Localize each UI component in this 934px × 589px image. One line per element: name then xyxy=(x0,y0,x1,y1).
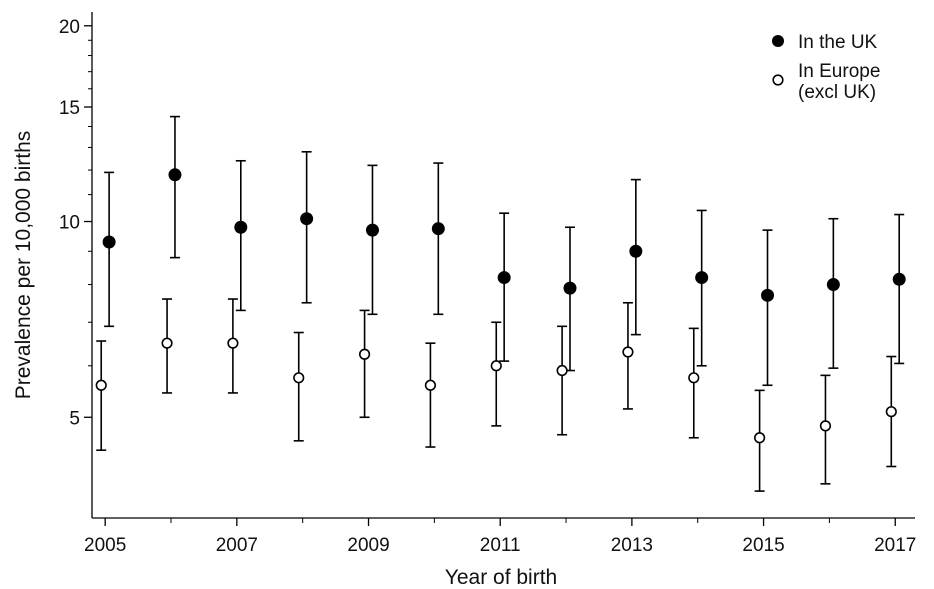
europe-point-group xyxy=(556,325,568,436)
europe-data-point xyxy=(490,360,502,372)
y-tick-label: 20 xyxy=(59,17,80,38)
uk-point-group xyxy=(300,151,314,304)
y-tick-label: 5 xyxy=(69,408,80,429)
uk-point-group xyxy=(168,115,182,259)
europe-point-group xyxy=(227,298,239,394)
x-axis-title: Year of birth xyxy=(445,566,557,589)
uk-point-group xyxy=(365,164,379,316)
uk-point-group xyxy=(431,162,445,316)
y-axis-title: Prevalence per 10,000 births xyxy=(12,131,35,400)
europe-point-group xyxy=(358,309,371,419)
europe-point-group xyxy=(490,321,502,427)
uk-point-group xyxy=(234,159,248,312)
legend-label: In Europe (excl UK) xyxy=(798,61,880,103)
europe-data-point xyxy=(227,337,239,349)
europe-point-group xyxy=(161,298,173,394)
x-tick-label: 2011 xyxy=(480,535,521,556)
uk-data-point xyxy=(431,222,445,236)
europe-data-point xyxy=(95,379,107,391)
uk-point-group xyxy=(826,217,840,369)
uk-data-point xyxy=(168,168,182,182)
axes: 5 10 15 20 2005 2007 2009 2011 2013 2015 2017 xyxy=(59,12,916,556)
uk-data-point xyxy=(563,281,577,295)
x-tick-label: 2007 xyxy=(216,535,258,556)
europe-point-group xyxy=(819,374,832,485)
uk-point-group xyxy=(102,171,116,328)
europe-data-point xyxy=(885,406,897,418)
legend-marker-europe xyxy=(772,74,784,86)
europe-data-point xyxy=(556,364,568,377)
x-tick-label: 2017 xyxy=(874,535,916,556)
legend-label: In the UK xyxy=(798,32,878,53)
uk-point-group xyxy=(695,209,709,367)
europe-point-group xyxy=(293,331,305,442)
x-tick-label: 2009 xyxy=(347,535,389,556)
plot-marks xyxy=(95,115,906,492)
europe-data-point xyxy=(688,372,700,384)
uk-point-group xyxy=(892,213,906,365)
y-tick-label: 10 xyxy=(59,213,80,234)
uk-data-point xyxy=(892,272,906,286)
europe-data-point xyxy=(754,432,766,444)
x-tick-label: 2015 xyxy=(742,535,784,556)
uk-point-group xyxy=(629,178,643,336)
uk-data-point xyxy=(695,271,709,285)
legend: In the UK In Europe (excl UK) xyxy=(772,32,880,103)
legend-marker-uk xyxy=(772,35,784,47)
europe-data-point xyxy=(161,337,173,349)
y-tick-label: 15 xyxy=(59,98,80,119)
uk-data-point xyxy=(629,244,643,258)
uk-data-point xyxy=(300,212,314,226)
europe-data-point xyxy=(622,346,634,358)
europe-point-group xyxy=(885,355,897,468)
europe-point-group xyxy=(622,301,634,410)
x-tick-label: 2013 xyxy=(611,535,653,556)
uk-data-point xyxy=(234,220,248,234)
uk-data-point xyxy=(497,271,511,285)
uk-data-point xyxy=(102,235,116,249)
uk-data-point xyxy=(826,278,840,292)
europe-point-group xyxy=(95,340,107,451)
europe-data-point xyxy=(293,372,305,384)
uk-point-group xyxy=(761,229,775,387)
europe-data-point xyxy=(424,379,437,391)
uk-point-group xyxy=(563,226,577,372)
uk-data-point xyxy=(761,288,775,302)
uk-data-point xyxy=(365,223,379,237)
europe-data-point xyxy=(358,348,371,360)
europe-point-group xyxy=(754,389,766,492)
europe-data-point xyxy=(819,420,832,432)
europe-point-group xyxy=(688,327,700,439)
europe-point-group xyxy=(424,342,437,448)
x-tick-label: 2005 xyxy=(84,535,126,556)
uk-point-group xyxy=(497,212,511,362)
